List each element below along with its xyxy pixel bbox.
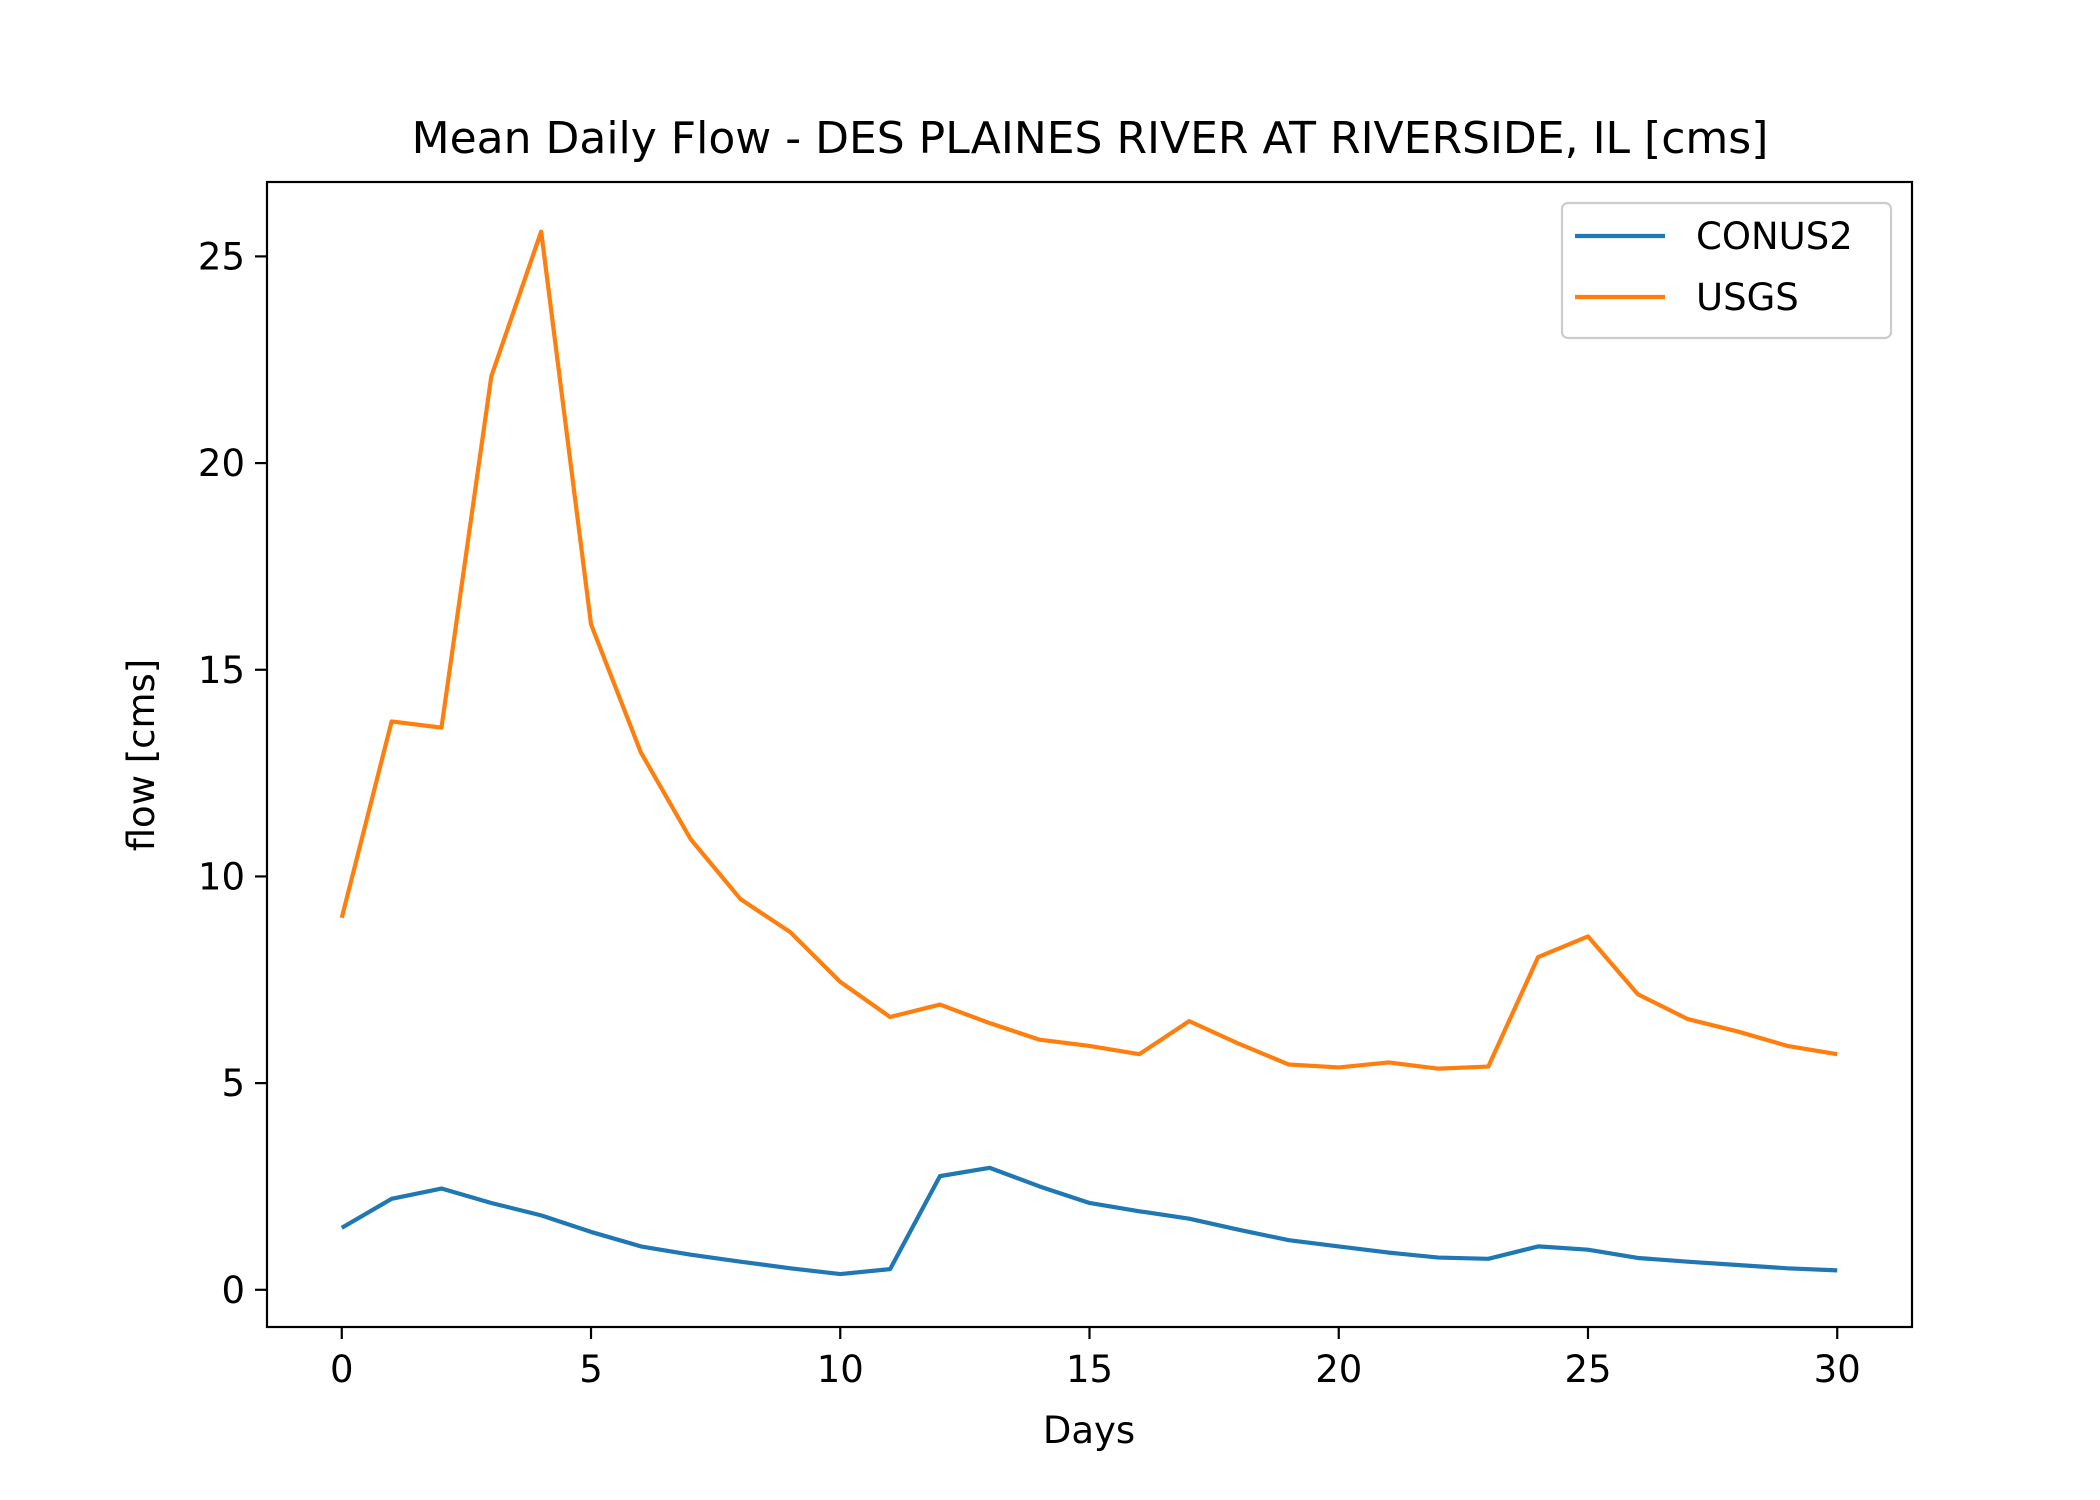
x-axis-label: Days [1043, 1409, 1135, 1452]
x-tick-label-5: 5 [579, 1348, 603, 1391]
legend: CONUS2 USGS [1560, 201, 1893, 340]
y-tick-label-15: 15 [198, 649, 245, 692]
x-tick-label-0: 0 [330, 1348, 354, 1391]
x-tick-label-15: 15 [1066, 1348, 1113, 1391]
axis-ticks: 0 5 10 15 20 25 30 0 5 10 15 20 25 [198, 235, 1861, 1391]
y-tick-label-25: 25 [198, 235, 245, 278]
y-tick-label-20: 20 [198, 442, 245, 485]
plot-frame [265, 180, 1914, 1329]
chart-title: Mean Daily Flow - DES PLAINES RIVER AT R… [412, 113, 1769, 164]
y-tick-label-0: 0 [221, 1269, 245, 1312]
y-tick-label-10: 10 [198, 855, 245, 898]
x-tick-label-25: 25 [1564, 1348, 1611, 1391]
legend-label-usgs: USGS [1696, 276, 1799, 319]
series-layer [339, 229, 1838, 1277]
y-axis-label: flow [cms] [120, 659, 163, 852]
series-line-usgs [339, 229, 1838, 1071]
x-tick-label-10: 10 [817, 1348, 864, 1391]
series-line-conus2 [340, 1165, 1838, 1277]
legend-label-conus2: CONUS2 [1696, 215, 1853, 258]
x-tick-label-30: 30 [1814, 1348, 1861, 1391]
y-tick-label-5: 5 [221, 1062, 245, 1105]
x-tick-label-20: 20 [1315, 1348, 1362, 1391]
